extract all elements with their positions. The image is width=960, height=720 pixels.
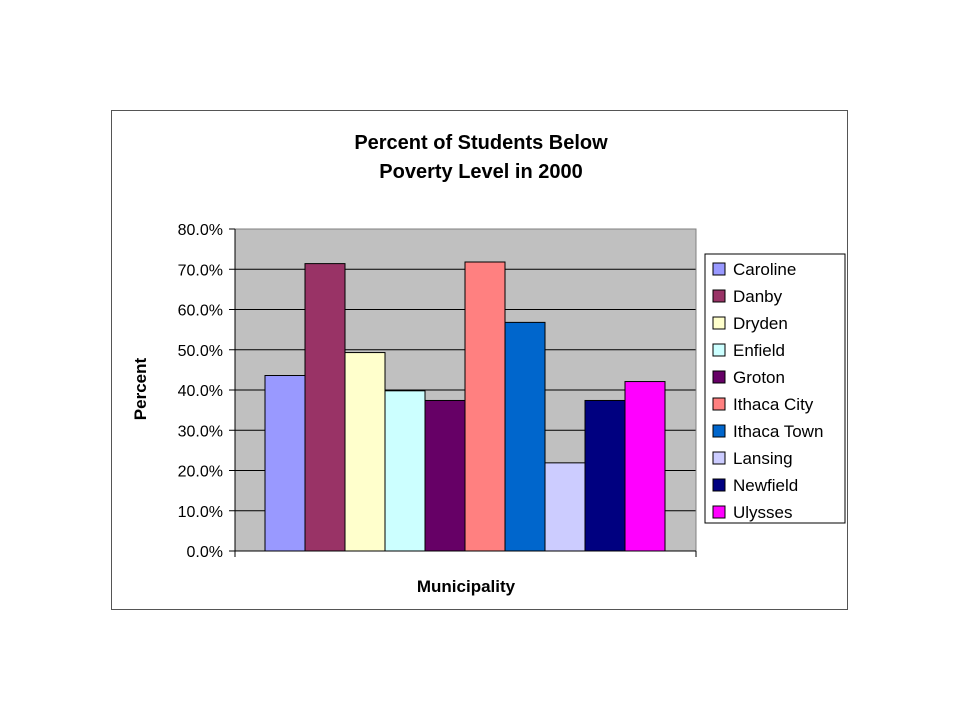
legend-swatch	[712, 343, 726, 357]
legend-swatch	[712, 289, 726, 303]
bars	[264, 261, 666, 552]
y-tick-label: 0.0%	[187, 544, 223, 561]
legend-label: Dryden	[733, 314, 788, 333]
y-tick-label: 60.0%	[178, 303, 223, 320]
legend-label: Danby	[733, 287, 783, 306]
bar-enfield	[384, 390, 426, 552]
x-axis-title: Municipality	[417, 577, 516, 596]
legend-swatch	[712, 505, 726, 519]
legend-swatch	[712, 478, 726, 492]
chart-title-line: Percent of Students Below	[354, 132, 608, 154]
legend-label: Lansing	[733, 449, 793, 468]
legend-label: Ulysses	[733, 503, 793, 522]
legend: Caroline Danby Dryden Enfield Groton Ithaca C…	[704, 253, 846, 524]
chart-frame: Percent of Students Below Poverty Level i…	[111, 110, 848, 610]
y-tick-label: 70.0%	[178, 262, 223, 279]
bar-ulysses	[624, 381, 666, 552]
bar-dryden	[344, 352, 386, 552]
y-tick-label: 20.0%	[178, 464, 223, 481]
y-tick-label: 50.0%	[178, 343, 223, 360]
legend-swatch	[712, 316, 726, 330]
legend-label: Caroline	[733, 260, 796, 279]
legend-swatch	[712, 424, 726, 438]
y-tick-label: 80.0%	[178, 222, 223, 239]
bar-caroline	[264, 375, 306, 552]
bar-ithaca-town	[504, 321, 546, 552]
legend-swatch	[712, 370, 726, 384]
legend-label: Groton	[733, 368, 785, 387]
legend-label: Ithaca Town	[733, 422, 823, 441]
legend-swatch	[712, 451, 726, 465]
bar-danby	[304, 263, 346, 552]
legend-label: Enfield	[733, 341, 785, 360]
chart-title: Percent of Students Below Poverty Level i…	[354, 132, 608, 183]
legend-label: Newfield	[733, 476, 798, 495]
y-tick-label: 10.0%	[178, 504, 223, 521]
legend-swatch	[712, 397, 726, 411]
bar-lansing	[544, 462, 586, 552]
bar-chart: Percent of Students Below Poverty Level i…	[131, 132, 846, 596]
bar-ithaca-city	[464, 261, 506, 552]
y-axis-title: Percent	[131, 357, 150, 420]
y-tick-label: 30.0%	[178, 423, 223, 440]
legend-swatch	[712, 262, 726, 276]
y-tick-label: 40.0%	[178, 383, 223, 400]
bar-newfield	[584, 399, 626, 552]
legend-box	[704, 253, 846, 524]
legend-label: Ithaca City	[733, 395, 814, 414]
chart-title-line: Poverty Level in 2000	[379, 161, 582, 183]
y-tick-labels: 0.0% 10.0% 20.0% 30.0% 40.0% 50.0% 60.0% 70.0% 8…	[178, 222, 235, 561]
bar-groton	[424, 399, 466, 552]
